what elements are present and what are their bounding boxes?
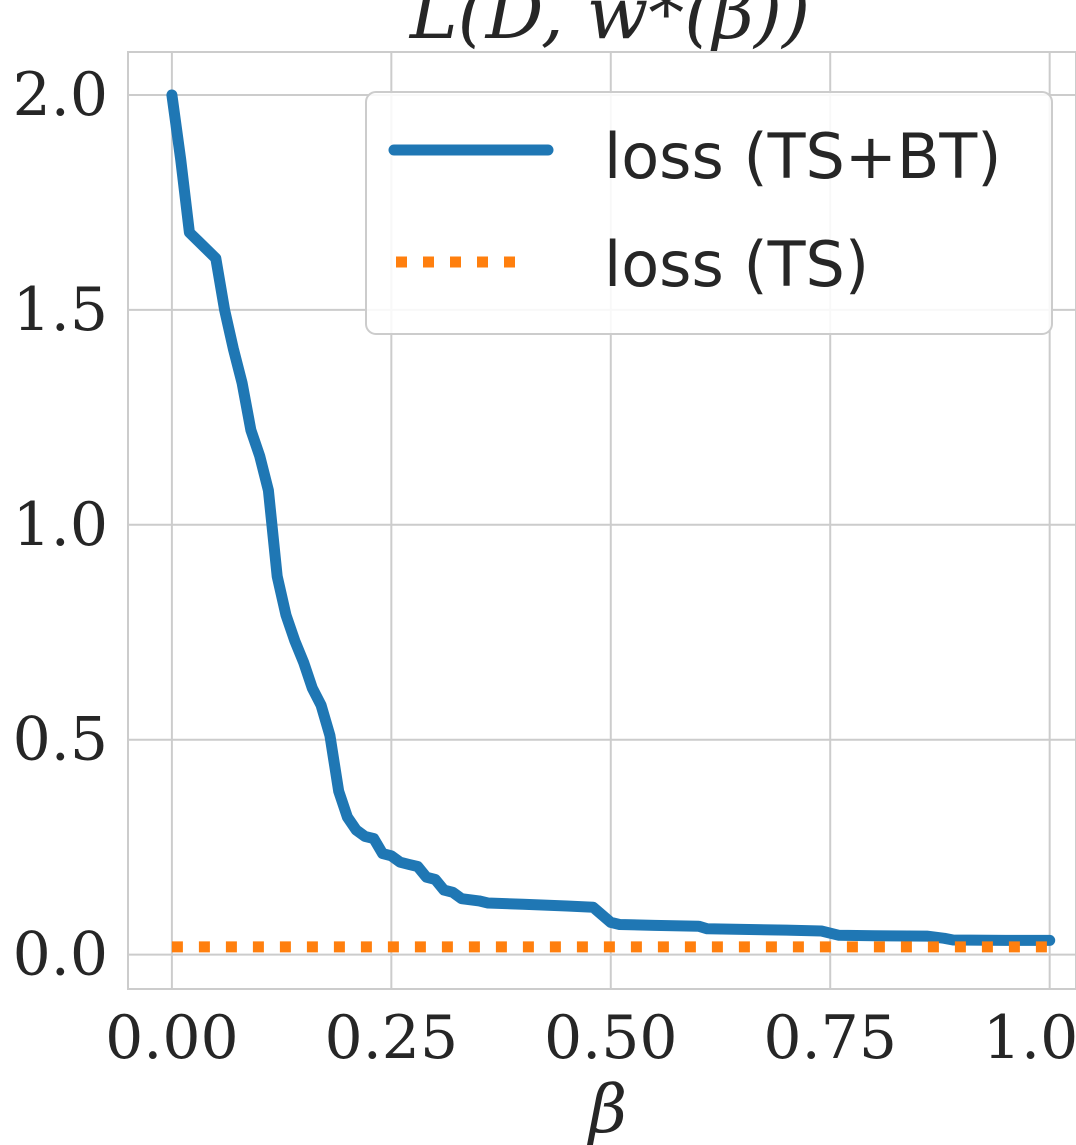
chart-title: L(D, w*(β))	[408, 0, 810, 55]
y-tick-label: 0.0	[13, 920, 108, 990]
y-tick-label: 1.5	[13, 275, 108, 345]
x-tick-label: 0.25	[325, 1003, 459, 1073]
legend-label-loss-ts: loss (TS)	[604, 228, 869, 301]
legend-label-loss-ts-bt: loss (TS+BT)	[604, 120, 1001, 193]
x-axis-ticks: 0.00 0.25 0.50 0.75 1.00	[105, 1003, 1076, 1073]
y-axis-ticks: 0.0 0.5 1.0 1.5 2.0	[13, 60, 108, 990]
y-tick-label: 2.0	[13, 60, 108, 130]
series-line-0	[166, 89, 1056, 946]
x-axis-label: β	[586, 1071, 627, 1145]
x-tick-label: 0.00	[105, 1003, 239, 1073]
x-tick-label: 1.00	[983, 1003, 1076, 1073]
y-tick-label: 1.0	[13, 490, 108, 560]
y-tick-label: 0.5	[13, 705, 108, 775]
x-tick-label: 0.50	[544, 1003, 678, 1073]
x-tick-label: 0.75	[763, 1003, 897, 1073]
legend: loss (TS+BT) loss (TS)	[365, 91, 1053, 335]
series-layer	[166, 89, 1056, 953]
